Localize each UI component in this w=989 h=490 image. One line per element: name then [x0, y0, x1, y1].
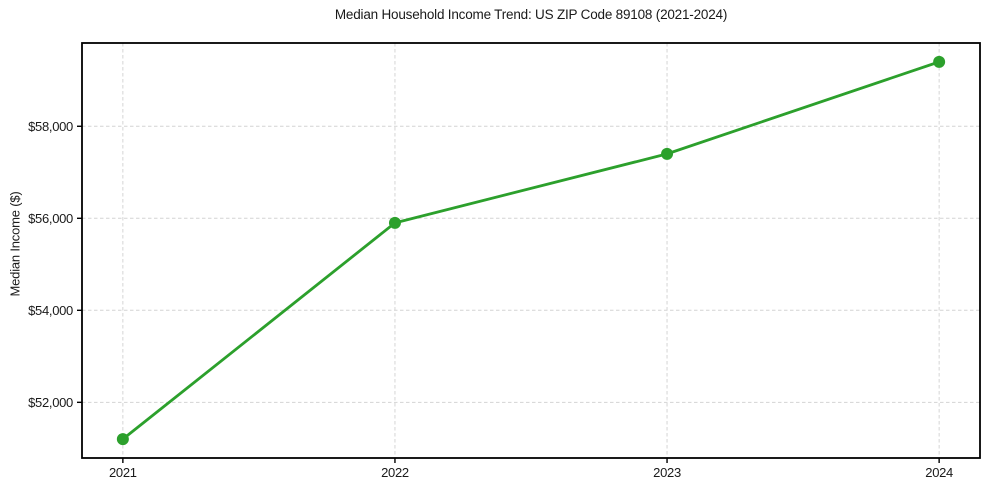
x-tick-label: 2022: [381, 465, 409, 480]
y-tick-label: $54,000: [28, 303, 73, 318]
data-point-marker-2021: [116, 433, 129, 446]
x-tick-label: 2024: [925, 465, 953, 480]
data-point-marker-2024: [933, 55, 946, 68]
chart-title: Median Household Income Trend: US ZIP Co…: [334, 7, 728, 22]
x-tick-label: 2021: [109, 465, 137, 480]
y-tick-label: $52,000: [28, 395, 73, 410]
plot-border: [81, 42, 981, 459]
data-point-marker-2023: [661, 147, 674, 160]
data-point-marker-2022: [388, 216, 401, 229]
y-tick-label: $56,000: [28, 211, 73, 226]
x-tick-label: 2023: [653, 465, 681, 480]
trend-line: [121, 60, 941, 441]
y-tick-label: $58,000: [28, 119, 73, 134]
